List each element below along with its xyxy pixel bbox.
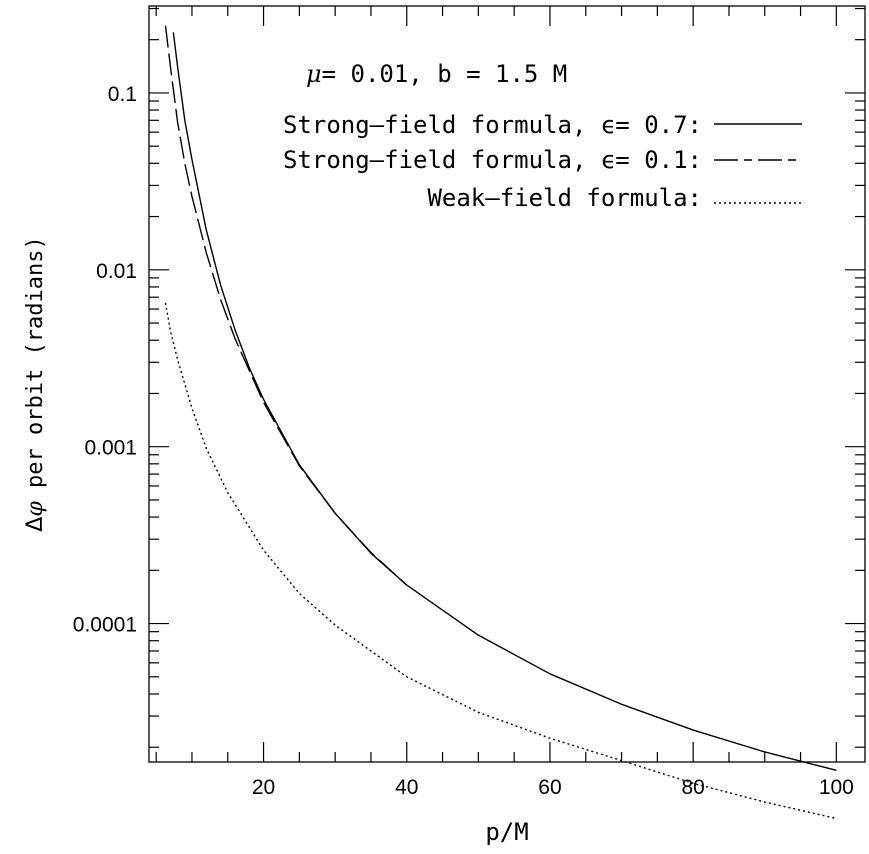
y-tick-label: 0.01 bbox=[96, 260, 137, 283]
y-axis-title-delta: Δ bbox=[23, 517, 48, 532]
y-tick-labels: 0.1 0.01 0.001 0.0001 bbox=[73, 83, 137, 637]
y-axis-title: Δφ per orbit (radians) bbox=[23, 236, 48, 531]
y-tick-label: 0.001 bbox=[84, 437, 137, 460]
data-curves bbox=[164, 25, 837, 820]
plot-frame bbox=[148, 5, 866, 763]
annotation-text: = 0.01, b = 1.5 M bbox=[322, 60, 568, 88]
annotation: μ= 0.01, b = 1.5 M bbox=[306, 60, 567, 88]
y-axis-title-phi: φ bbox=[23, 501, 48, 517]
x-tick-label: 40 bbox=[395, 776, 418, 799]
legend-label-strong-07: Strong–field formula, ϵ= 0.7: bbox=[283, 111, 702, 139]
axis-ticks bbox=[149, 6, 865, 762]
mu-symbol: μ bbox=[306, 60, 322, 88]
legend-label-strong-01: Strong–field formula, ϵ= 0.1: bbox=[283, 146, 702, 174]
x-tick-label: 20 bbox=[252, 776, 275, 799]
x-axis-title: p/M bbox=[485, 818, 528, 846]
y-tick-label: 0.1 bbox=[108, 83, 137, 106]
legend: Strong–field formula, ϵ= 0.7: Strong–fie… bbox=[283, 111, 802, 212]
y-axis-title-rest: per orbit (radians) bbox=[23, 236, 48, 501]
y-tick-label: 0.0001 bbox=[73, 614, 137, 637]
x-tick-label: 100 bbox=[819, 776, 854, 799]
series-line-dashed bbox=[164, 25, 408, 586]
x-tick-label: 80 bbox=[681, 776, 704, 799]
legend-label-weak: Weak–field formula: bbox=[427, 184, 702, 212]
x-tick-label: 60 bbox=[538, 776, 561, 799]
